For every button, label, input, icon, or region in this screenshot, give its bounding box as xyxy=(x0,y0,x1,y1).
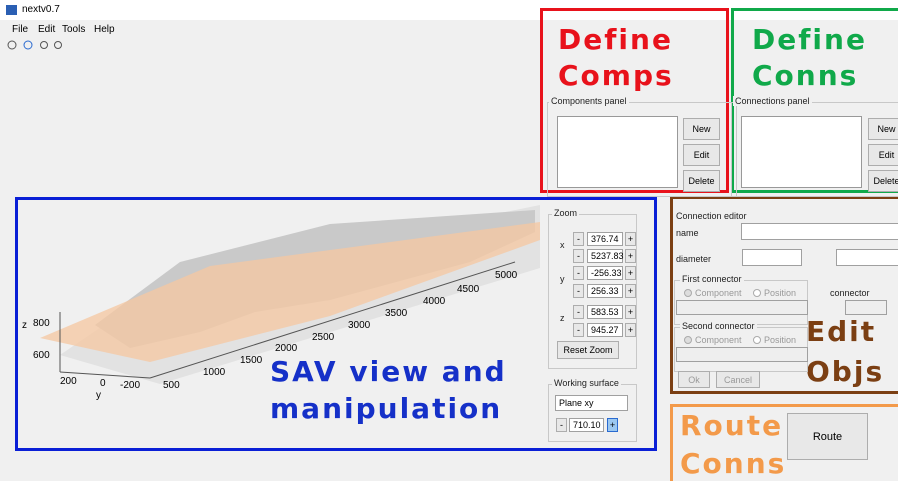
toolbar-icons xyxy=(8,41,62,49)
x-tick-label: 3000 xyxy=(348,320,370,331)
plane-dropdown[interactable]: Plane xy xyxy=(555,395,628,411)
annotation-text: manipulation xyxy=(270,395,502,423)
annotation-text: Define xyxy=(752,26,867,54)
radio[interactable] xyxy=(684,336,692,344)
menu-item[interactable]: Edit xyxy=(38,24,55,35)
minus-button[interactable]: - xyxy=(573,249,584,263)
ok-button[interactable]: Ok xyxy=(678,371,710,388)
panel-title: Working surface xyxy=(552,378,621,388)
plus-button[interactable]: + xyxy=(607,418,618,432)
zoom-value[interactable]: 5237.83 xyxy=(587,249,623,263)
listbox[interactable] xyxy=(741,116,862,188)
button[interactable]: Delete xyxy=(683,170,720,192)
button[interactable]: New xyxy=(868,118,898,140)
z-tick-label: 800 xyxy=(33,318,50,329)
x-tick-label: 1500 xyxy=(240,355,262,366)
dropdown[interactable] xyxy=(676,300,808,315)
group-title: Second connector xyxy=(680,321,757,331)
button[interactable]: New xyxy=(683,118,720,140)
diameter-input[interactable] xyxy=(742,249,802,266)
panel-title: Components panel xyxy=(549,96,629,106)
plus-button[interactable]: + xyxy=(625,323,636,337)
mass-input[interactable] xyxy=(836,249,898,266)
field-label: connector xyxy=(830,288,870,298)
zoom-value[interactable]: -256.33 xyxy=(587,266,623,280)
button[interactable]: Edit xyxy=(868,144,898,166)
button[interactable]: Edit xyxy=(683,144,720,166)
plus-button[interactable]: + xyxy=(625,266,636,280)
plus-button[interactable]: + xyxy=(625,305,636,319)
radio-label: Position xyxy=(764,335,796,345)
plus-button[interactable]: + xyxy=(625,249,636,263)
screen: nextv0.7 File Edit Tools Help Define Comps Defi… xyxy=(0,0,898,481)
name-input[interactable] xyxy=(741,223,898,240)
zoom-value[interactable]: 583.53 xyxy=(587,305,623,319)
app-icon xyxy=(6,5,17,15)
window-title: nextv0.7 xyxy=(22,4,60,15)
menu-item[interactable]: Tools xyxy=(62,24,85,35)
cancel-button[interactable]: Cancel xyxy=(716,371,760,388)
radio-label: Component xyxy=(695,288,742,298)
working-surface-frame xyxy=(548,384,637,442)
menu-item[interactable]: Help xyxy=(94,24,115,35)
annotation-text: Conns xyxy=(752,62,858,90)
panel-title: Connections panel xyxy=(733,96,812,106)
minus-button[interactable]: - xyxy=(573,266,584,280)
axis-label: y xyxy=(560,274,565,284)
axis-label: z xyxy=(560,313,565,323)
x-tick-label: 2000 xyxy=(275,343,297,354)
z-tick-label: 600 xyxy=(33,350,50,361)
y-tick-label: -200 xyxy=(120,380,140,391)
minus-button[interactable]: - xyxy=(573,284,584,298)
x-tick-label: 500 xyxy=(163,380,180,391)
route-button[interactable]: Route xyxy=(787,413,868,460)
annotation-text: SAV view and xyxy=(270,358,507,386)
minus-button[interactable]: - xyxy=(573,323,584,337)
field-label: name xyxy=(676,228,699,238)
y-axis-label: y xyxy=(96,390,101,401)
panel-title: Connection editor xyxy=(676,211,747,221)
surface-value[interactable]: 710.10 xyxy=(569,418,604,432)
x-tick-label: 4500 xyxy=(457,284,479,295)
minus-button[interactable]: - xyxy=(573,305,584,319)
annotation-text: Edit xyxy=(806,318,876,346)
y-tick-label: 200 xyxy=(60,376,77,387)
plus-button[interactable]: + xyxy=(625,232,636,246)
annotation-text: Route xyxy=(680,412,783,440)
zoom-value[interactable]: 945.27 xyxy=(587,323,623,337)
y-tick-label: 0 xyxy=(100,378,106,389)
annotation-text: Comps xyxy=(558,62,674,90)
radio-label: Position xyxy=(764,288,796,298)
button[interactable]: Delete xyxy=(868,170,898,192)
listbox[interactable] xyxy=(557,116,678,188)
menu-item[interactable]: File xyxy=(12,24,28,35)
x-tick-label: 5000 xyxy=(495,270,517,281)
radio-label: Component xyxy=(695,335,742,345)
z-axis-label: z xyxy=(22,320,27,331)
zoom-value[interactable]: 256.33 xyxy=(587,284,623,298)
plus-button[interactable]: + xyxy=(625,284,636,298)
x-tick-label: 3500 xyxy=(385,308,407,319)
radio[interactable] xyxy=(753,289,761,297)
radio[interactable] xyxy=(753,336,761,344)
x-tick-label: 2500 xyxy=(312,332,334,343)
dropdown[interactable] xyxy=(676,347,808,362)
minus-button[interactable]: - xyxy=(573,232,584,246)
reset-zoom-button[interactable]: Reset Zoom xyxy=(557,341,619,359)
annotation-text: Objs xyxy=(806,358,884,386)
zoom-value[interactable]: 376.74 xyxy=(587,232,623,246)
minus-button[interactable]: - xyxy=(556,418,567,432)
x-tick-label: 1000 xyxy=(203,367,225,378)
axis-label: x xyxy=(560,240,565,250)
dropdown[interactable] xyxy=(845,300,887,315)
radio[interactable] xyxy=(684,289,692,297)
annotation-text: Define xyxy=(558,26,673,54)
annotation-text: Conns xyxy=(680,450,786,478)
panel-title: Zoom xyxy=(552,208,579,218)
field-label: diameter xyxy=(676,254,711,264)
group-title: First connector xyxy=(680,274,744,284)
x-tick-label: 4000 xyxy=(423,296,445,307)
